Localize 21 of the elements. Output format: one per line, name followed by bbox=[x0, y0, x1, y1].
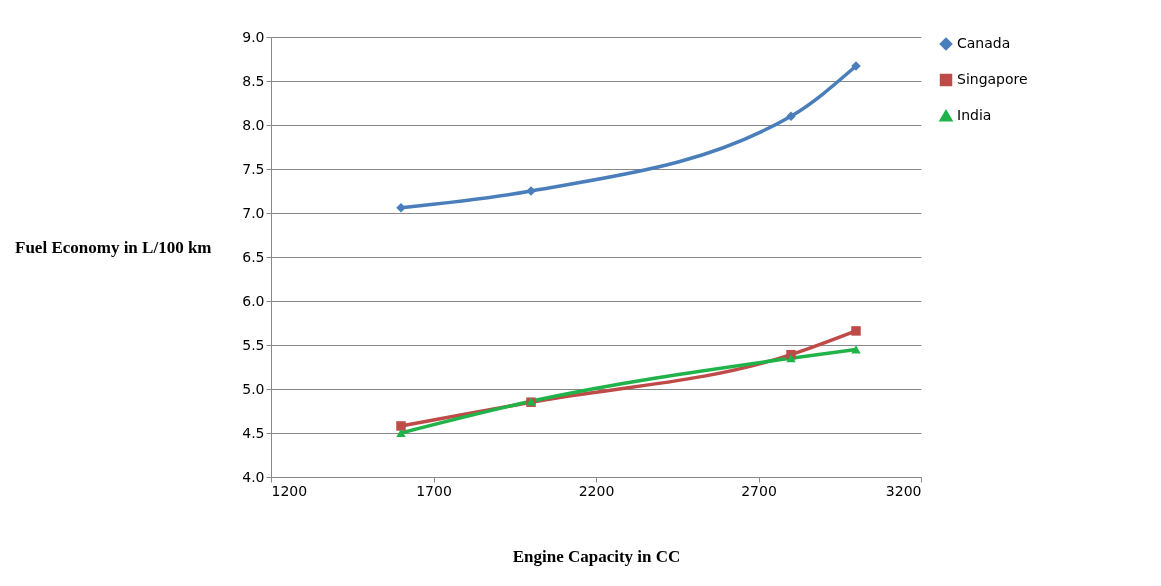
y-tick-label: 4.0 bbox=[242, 468, 265, 485]
x-tick-label: 3200 bbox=[885, 482, 922, 499]
y-tick-label: 4.5 bbox=[242, 424, 265, 441]
y-tick-label: 5.5 bbox=[242, 336, 265, 353]
y-tick-label: 9.0 bbox=[242, 28, 265, 45]
y-tick-label: 8.5 bbox=[242, 72, 265, 89]
y-axis-title: Fuel Economy in L/100 km bbox=[15, 237, 212, 257]
y-tick-label: 6.5 bbox=[242, 248, 265, 265]
legend-label: Singapore bbox=[957, 71, 1028, 87]
x-tick-label: 2700 bbox=[741, 482, 777, 499]
y-tick-label: 6.0 bbox=[242, 292, 265, 309]
y-tick-label: 7.0 bbox=[242, 204, 265, 221]
y-tick-label: 5.0 bbox=[242, 380, 265, 397]
x-tick-label: 1700 bbox=[416, 482, 452, 499]
y-tick-label: 7.5 bbox=[242, 160, 265, 177]
x-axis-title: Engine Capacity in CC bbox=[512, 546, 681, 566]
legend-label: Canada bbox=[957, 35, 1011, 51]
x-tick-label: 1200 bbox=[271, 482, 308, 499]
legend-label: India bbox=[957, 107, 992, 123]
y-tick-label: 8.0 bbox=[242, 116, 265, 133]
x-tick-label: 2200 bbox=[578, 482, 615, 499]
